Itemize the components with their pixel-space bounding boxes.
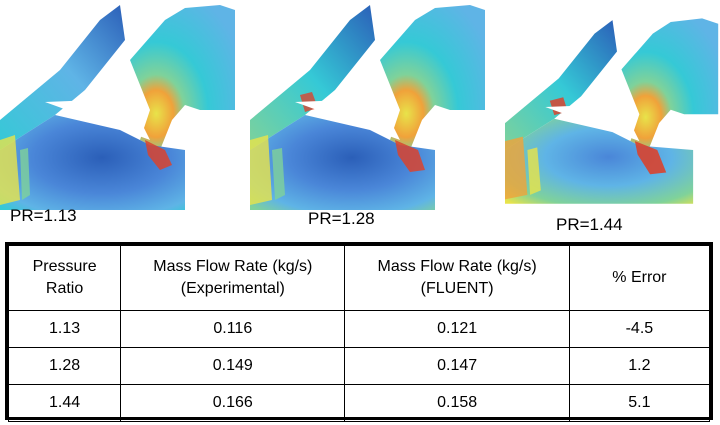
cell-pressure-ratio: 1.44 [7, 384, 122, 422]
cell-fluent: 0.158 [344, 384, 570, 422]
cell-experimental: 0.116 [120, 310, 346, 348]
table-header-row: Pressure Ratio Mass Flow Rate (kg/s) (Ex… [7, 245, 711, 311]
cell-percent-error: -4.5 [568, 310, 711, 348]
header-line: Ratio [45, 280, 84, 297]
cell-percent-error: 5.1 [568, 384, 711, 422]
table-row: 1.44 0.166 0.158 5.1 [7, 384, 711, 422]
header-line: Mass Flow Rate (kg/s) [377, 258, 537, 275]
table-row: 1.13 0.116 0.121 -4.5 [7, 310, 711, 348]
cell-pressure-ratio: 1.13 [7, 310, 122, 348]
header-percent-error: % Error [568, 245, 711, 311]
cell-pressure-ratio: 1.28 [7, 347, 122, 385]
cell-fluent: 0.147 [344, 347, 570, 385]
results-table: Pressure Ratio Mass Flow Rate (kg/s) (Ex… [5, 242, 713, 422]
header-line: % Error [612, 269, 667, 286]
contour-panel-2 [250, 0, 490, 210]
header-line: (Experimental) [180, 280, 285, 297]
header-experimental: Mass Flow Rate (kg/s) (Experimental) [120, 245, 346, 311]
contour-plot-3 [505, 18, 719, 204]
cell-experimental: 0.149 [120, 347, 346, 385]
pr-label-2: PR=1.28 [308, 209, 375, 228]
pr-label-1: PR=1.13 [10, 206, 77, 225]
pr-label-3: PR=1.44 [556, 215, 623, 234]
cell-percent-error: 1.2 [568, 347, 711, 385]
header-line: (FLUENT) [420, 280, 494, 297]
contour-plot-2 [250, 5, 485, 210]
contour-plot-1 [0, 5, 235, 210]
header-line: Pressure [32, 258, 97, 275]
mass-flow-table: Pressure Ratio Mass Flow Rate (kg/s) (Ex… [7, 245, 711, 422]
cell-experimental: 0.166 [120, 384, 346, 422]
cell-fluent: 0.121 [344, 310, 570, 348]
contour-panel-1 [0, 0, 240, 210]
table-row: 1.28 0.149 0.147 1.2 [7, 347, 711, 385]
contour-panel-3 [505, 0, 720, 215]
header-line: Mass Flow Rate (kg/s) [153, 258, 313, 275]
header-pressure-ratio: Pressure Ratio [7, 245, 122, 311]
header-fluent: Mass Flow Rate (kg/s) (FLUENT) [344, 245, 570, 311]
